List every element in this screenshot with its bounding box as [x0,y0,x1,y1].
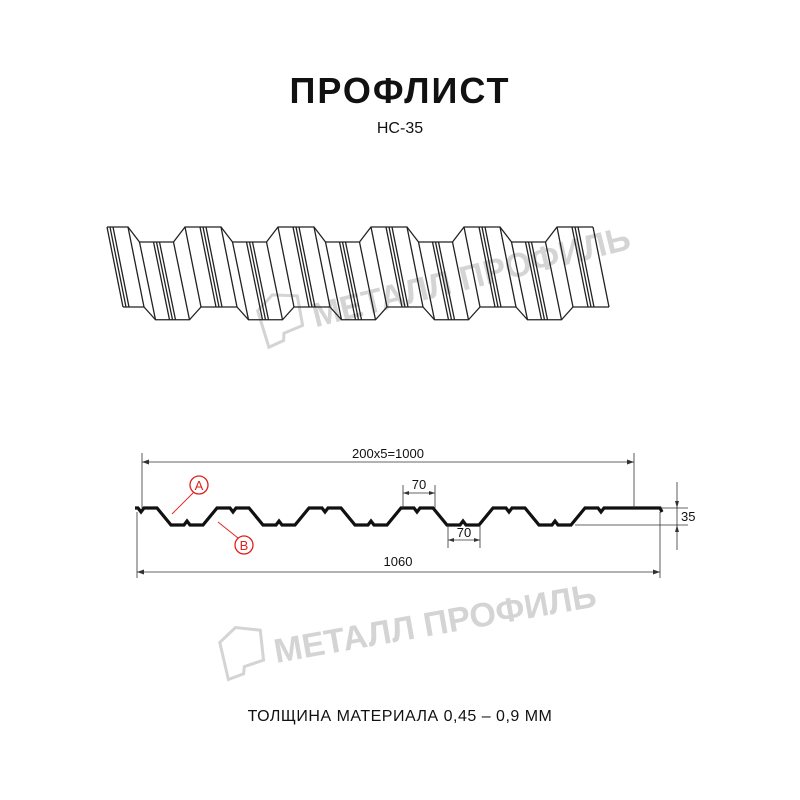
sheet-fold-line [484,226,502,308]
sheet-fold-line [338,241,357,320]
sheet-fold-line [138,241,157,320]
sheet-fold-line [544,241,563,320]
sheet-fold-line [112,226,130,308]
watermark-top: МЕТАЛЛ ПРОФИЛЬ [256,219,634,350]
top-flat-dimension: 70 [412,477,426,492]
sheet-fold-line [265,241,284,320]
sheet-fold-line [478,226,496,308]
sheet-fold-line [220,226,238,308]
dimension-arrows [137,459,679,575]
pitch-dimension: 200x5=1000 [352,446,424,461]
watermark-logo-icon [218,625,266,682]
sheet-fold-line [434,241,453,320]
sheet-fold-line [344,241,363,320]
watermark-bottom: МЕТАЛЛ ПРОФИЛЬ [218,577,599,682]
sheet-fold-line [499,226,517,308]
sheet-fold-line [571,226,589,308]
bottom-flat-dimension: 70 [457,525,471,540]
sheet-fold-line [172,241,191,320]
sheet-fold-line [592,226,610,308]
sheet-fold-line [385,226,403,308]
dimension-lines [136,453,688,578]
sheet-fold-line [556,226,574,308]
sheet-fold-line [510,241,529,320]
watermark-logo-icon [256,293,305,350]
sheet-fold-line [437,241,456,320]
width-dimension: 1060 [384,554,413,569]
sheet-fold-line [574,226,592,308]
sheet-fold-line [292,226,310,308]
callout-b: B [217,521,254,555]
sheet-fold-line [388,226,406,308]
sheet-fold-line [277,226,295,308]
sheet-fold-line [431,241,450,320]
sheet-fold-line [205,226,223,308]
sheet-fold-line [530,241,549,320]
sheet-fold-line [248,241,267,320]
sheet-fold-line [324,241,343,320]
sheet-fold-line [184,226,202,308]
page-title: ПРОФЛИСТ [289,70,511,111]
sheet-top-edge [107,226,593,243]
sheet-fold-line [524,241,543,320]
sheet-fold-line [295,226,313,308]
sheet-fold-line [152,241,171,320]
profile-section [135,506,664,527]
sheet-fold-line [451,241,470,320]
sheet-fold-line [106,226,124,308]
sheet-fold-line [577,226,595,308]
sheet-fold-line [199,226,217,308]
sheet-fold-line [313,226,331,308]
material-thickness: ТОЛЩИНА МАТЕРИАЛА 0,45 – 0,9 ММ [247,708,553,725]
sheet-fold-line [341,241,360,320]
sheet-bottom-edge [123,306,609,321]
callout-a: A [171,475,209,515]
height-dimension: 35 [681,509,695,524]
callout-b-label: B [240,538,249,553]
sheet-fold-line [391,226,409,308]
model-subtitle: НС-35 [376,120,424,137]
sheet-fold-line [231,241,250,320]
sheet-fold-line [202,226,220,308]
sheet-fold-line [251,241,270,320]
sheet-fold-line [155,241,174,320]
sheet-fold-line [109,226,127,308]
sheet-fold-line [158,241,177,320]
sheet-fold-line [417,241,436,320]
callout-a-label: A [195,478,204,493]
sheet-fold-line [406,226,424,308]
sheet-fold-line [358,241,377,320]
sheet-fold-line [127,226,145,308]
sheet-fold-line [463,226,481,308]
sheet-fold-line [370,226,388,308]
sheet-fold-line [527,241,546,320]
sheet-fold-line [245,241,264,320]
watermark-text: МЕТАЛЛ ПРОФИЛЬ [271,577,599,671]
sheet-3d-view [106,226,610,321]
sheet-fold-line [298,226,316,308]
sheet-fold-line [481,226,499,308]
